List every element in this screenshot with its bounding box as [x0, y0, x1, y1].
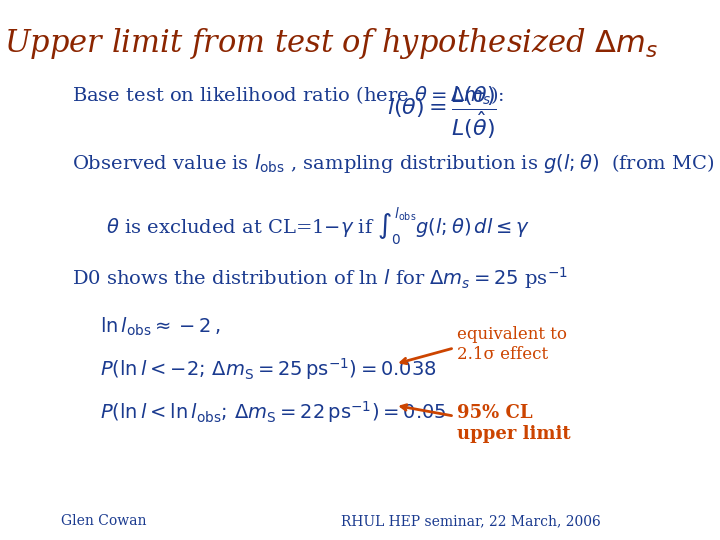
Text: Base test on likelihood ratio (here $\theta = \Delta m_s$):: Base test on likelihood ratio (here $\th…: [72, 85, 504, 107]
Text: Observed value is $l_\mathrm{obs}$ , sampling distribution is $g(l;\theta)$  (fr: Observed value is $l_\mathrm{obs}$ , sam…: [72, 152, 714, 175]
Text: Glen Cowan: Glen Cowan: [60, 514, 146, 528]
Text: $P(\ln l < \ln l_\mathrm{obs};\, \Delta m_\mathrm{S} = 22\,\mathrm{ps}^{-1}) = 0: $P(\ln l < \ln l_\mathrm{obs};\, \Delta …: [100, 399, 446, 425]
Text: Upper limit from test of hypothesized $\Delta m_s$: Upper limit from test of hypothesized $\…: [4, 25, 657, 60]
Text: $l(\theta) = \dfrac{L(\theta)}{L(\hat{\theta})}$: $l(\theta) = \dfrac{L(\theta)}{L(\hat{\t…: [387, 85, 497, 141]
Text: $\theta$ is excluded at CL=1$-\gamma$ if $\int_0^{l_\mathrm{obs}} g(l;\theta)\, : $\theta$ is excluded at CL=1$-\gamma$ if…: [106, 206, 530, 247]
Text: equivalent to
2.1σ effect: equivalent to 2.1σ effect: [457, 326, 567, 363]
Text: 95% CL
upper limit: 95% CL upper limit: [457, 404, 571, 443]
Text: $\ln l_\mathrm{obs} \approx -2\,,$: $\ln l_\mathrm{obs} \approx -2\,,$: [100, 316, 221, 338]
Text: D0 shows the distribution of ln $l$ for $\Delta m_s = 25$ ps$^{-1}$: D0 shows the distribution of ln $l$ for …: [72, 265, 568, 291]
Text: $P(\ln l < -2;\, \Delta m_\mathrm{S} = 25\,\mathrm{ps}^{-1}) = 0.038$: $P(\ln l < -2;\, \Delta m_\mathrm{S} = 2…: [100, 356, 437, 382]
Text: RHUL HEP seminar, 22 March, 2006: RHUL HEP seminar, 22 March, 2006: [341, 514, 600, 528]
